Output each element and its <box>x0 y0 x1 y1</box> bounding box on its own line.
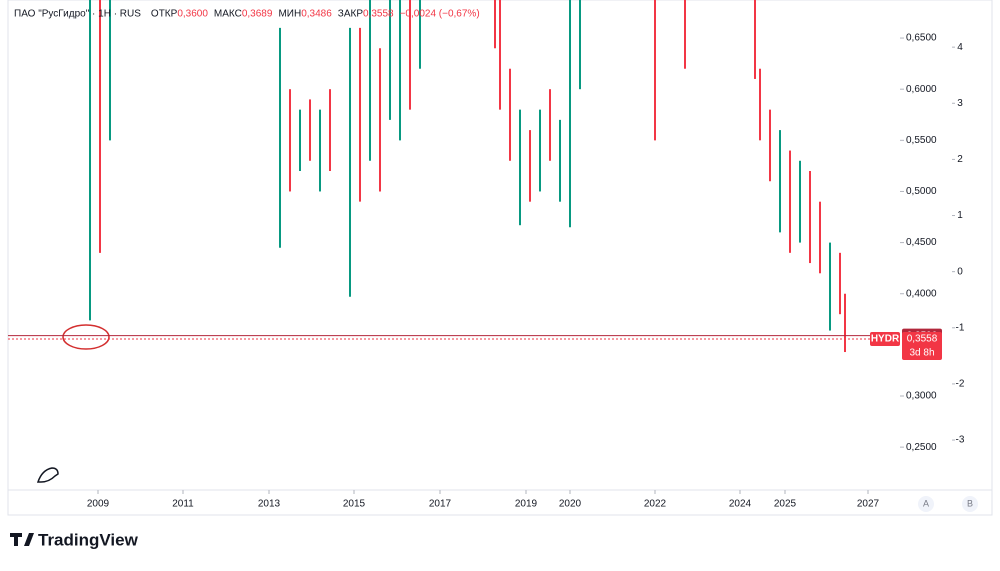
x-tick-label: 2013 <box>258 499 281 510</box>
x-tick-label: 2025 <box>774 499 797 510</box>
x-tick-label: 2011 <box>172 499 194 510</box>
brand-icon <box>10 533 34 546</box>
y2-tick-label: -2 <box>956 379 965 390</box>
y-tick-label: 0,6500 <box>906 33 937 44</box>
scale-button-bg[interactable] <box>918 496 934 512</box>
brand: TradingView <box>38 530 139 549</box>
y-tick-label: 0,4500 <box>906 237 937 248</box>
x-tick-label: 2027 <box>857 499 880 510</box>
x-tick-label: 2017 <box>429 499 452 510</box>
y2-tick-label: 0 <box>957 266 963 277</box>
price-label: 0,3558 <box>907 334 938 345</box>
symbol-bg <box>870 331 900 346</box>
y2-tick-label: 3 <box>957 98 963 109</box>
y-tick-label: 0,6000 <box>906 84 937 95</box>
y2-tick-label: -3 <box>956 435 965 446</box>
scale-button-bg[interactable] <box>962 496 978 512</box>
x-tick-label: 2019 <box>515 499 538 510</box>
ohlc-name: ОТКР <box>151 9 178 20</box>
scale-button[interactable]: B <box>967 498 973 508</box>
ohlc-name: МИН <box>278 9 301 20</box>
y2-tick-label: 2 <box>957 154 963 165</box>
scale-button[interactable]: A <box>923 498 929 508</box>
y2-tick-label: 4 <box>957 42 963 53</box>
y-tick-label: 0,2500 <box>906 442 937 453</box>
ohlc-value: 0,3558 <box>363 9 394 20</box>
y-tick-label: 0,4000 <box>906 288 937 299</box>
logo-icon <box>36 467 59 483</box>
ohlc-name: МАКС <box>214 9 242 20</box>
title: ПАО "РусГидро" · 1Н · RUS <box>14 9 141 20</box>
x-tick-label: 2015 <box>343 499 366 510</box>
y2-tick-label: 1 <box>957 210 963 221</box>
x-tick-label: 2024 <box>729 499 752 510</box>
x-tick-label: 2022 <box>644 499 667 510</box>
circle-annotation <box>62 324 110 350</box>
ohlc-value: 0,3600 <box>177 9 208 20</box>
change: −0,0024 (−0,67%) <box>400 9 480 20</box>
y-tick-label: 0,3000 <box>906 391 937 402</box>
ohlc-value: 0,3486 <box>301 9 332 20</box>
header: ПАО "РусГидро" · 1Н · RUS ОТКР 0,3600 МАКС 0… <box>14 9 480 20</box>
ohlc-name: ЗАКР <box>338 9 364 20</box>
y-tick-label: 0,5500 <box>906 135 937 146</box>
countdown: 3d 8h <box>909 348 934 359</box>
x-tick-label: 2020 <box>559 499 582 510</box>
symbol: HYDR <box>871 334 900 345</box>
price-label-bg <box>902 331 942 360</box>
plot <box>89 0 846 353</box>
y2-tick-label: -1 <box>956 322 965 333</box>
y-tick-label: 0,5000 <box>906 186 937 197</box>
x-tick-label: 2009 <box>87 499 110 510</box>
ohlc-value: 0,3689 <box>242 9 273 20</box>
